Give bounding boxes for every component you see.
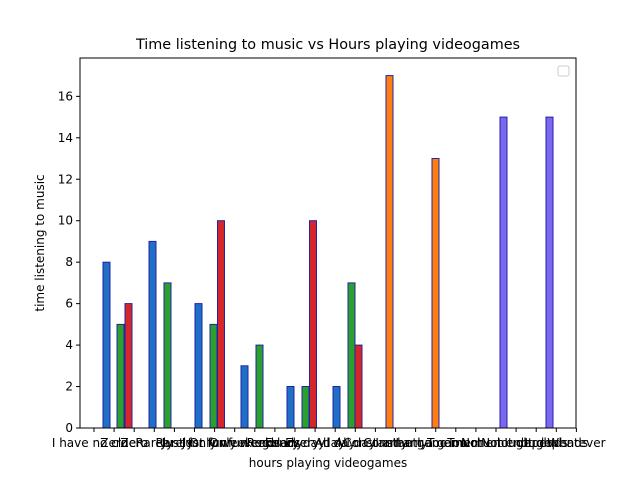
bar (194, 303, 203, 429)
bar (385, 75, 394, 429)
x-tick-label: Regularly (247, 436, 303, 450)
x-tick-label: Not enough (481, 436, 551, 450)
bar (431, 158, 440, 429)
x-tick-label: It depends (504, 436, 568, 450)
axes-layer (76, 57, 577, 432)
x-tick-label: It depends (525, 436, 589, 450)
y-tick-label: 14 (58, 131, 73, 145)
y-tick-label: 8 (65, 255, 73, 269)
bar (286, 386, 295, 429)
x-tick-label: Constantly (363, 436, 427, 450)
bar (102, 261, 111, 429)
x-tick-label: I am a gamer (396, 436, 476, 450)
bar (240, 365, 249, 429)
bar (301, 386, 310, 429)
y-tick-labels: 0 2 4 6 8 10 12 14 16 (58, 89, 73, 435)
x-tick-label: All day (335, 436, 376, 450)
x-tick-label: Rarely (155, 436, 193, 450)
bar (163, 282, 172, 429)
bar (148, 240, 157, 429)
x-tick-label: Too much (426, 436, 484, 450)
x-tick-label: Too much (446, 436, 504, 450)
x-tick-label: I am a gamer (375, 436, 455, 450)
bar (309, 220, 317, 429)
x-tick-label: Zero (120, 436, 148, 450)
bar (347, 282, 356, 429)
bar (354, 344, 363, 429)
bar (217, 220, 225, 429)
x-tick-label: I have no clue (52, 436, 136, 450)
x-tick-label: Not enough (461, 436, 531, 450)
y-axis-title: time listening to music (33, 174, 47, 311)
bar (545, 116, 554, 429)
bar (209, 323, 218, 429)
plot-frame (79, 57, 577, 429)
y-tick-label: 0 (65, 421, 73, 435)
x-tick-label: All day (315, 436, 356, 450)
x-tick-label: Just for fun (161, 436, 228, 450)
x-tick-label: Constantly (343, 436, 407, 450)
x-tick-label: Just for fun (181, 436, 248, 450)
x-tick-label: Whatever (547, 436, 605, 450)
x-tick-label: Only weekends (189, 436, 280, 450)
x-tick-label: Rarely (135, 436, 173, 450)
bar (332, 386, 341, 429)
chart-title: Time listening to music vs Hours playing… (135, 37, 520, 53)
y-tick-label: 4 (65, 338, 73, 352)
bar (255, 344, 264, 429)
y-tick-label: 10 (58, 214, 73, 228)
bars-layer (102, 75, 554, 429)
y-tick-label: 12 (58, 172, 73, 186)
y-tick-label: 2 (65, 380, 73, 394)
bar (116, 323, 125, 429)
legend-box (557, 65, 570, 77)
x-tick-label: Every day (265, 436, 325, 450)
x-tick-label: Zero (100, 436, 128, 450)
y-tick-label: 16 (58, 89, 73, 103)
x-tick-label: Every day (285, 436, 345, 450)
x-axis-title: hours playing videogames (249, 456, 407, 470)
bar (499, 116, 508, 429)
y-tick-label: 6 (65, 297, 73, 311)
x-tick-label: Only weekends (209, 436, 300, 450)
bar (124, 303, 133, 429)
